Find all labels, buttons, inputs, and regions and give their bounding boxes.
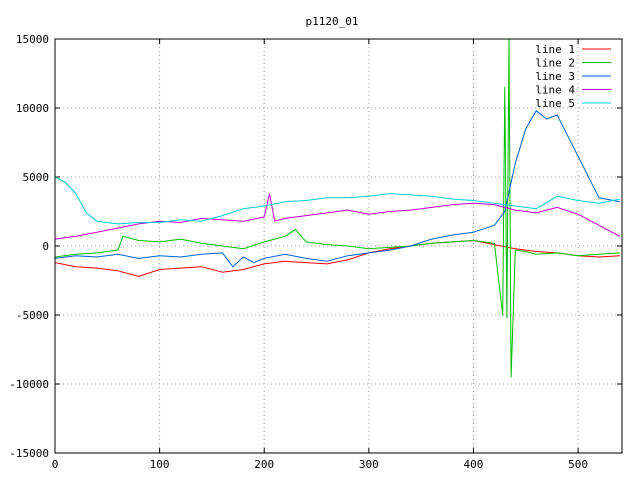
y-tick-label: 15000 [16, 33, 49, 46]
x-tick-label: 200 [254, 458, 274, 471]
legend-label-1: line 1 [535, 43, 575, 56]
legend-label-2: line 2 [535, 57, 575, 70]
legend-label-3: line 3 [535, 70, 575, 83]
x-tick-label: 0 [52, 458, 59, 471]
x-tick-label: 300 [359, 458, 379, 471]
series-line-4 [54, 193, 621, 240]
y-tick-label: 10000 [16, 102, 49, 115]
y-tick-label: -15000 [9, 447, 49, 460]
y-tick-label: -10000 [9, 378, 49, 391]
x-tick-label: 400 [464, 458, 484, 471]
series-line-1 [54, 240, 620, 277]
axis-tick-labels: 0 100 200 300 400 500 -15000 -10000 -5000 0 5000 10… [9, 33, 588, 471]
series-line-5 [54, 176, 620, 225]
legend-label-4: line 4 [535, 84, 575, 97]
series-group [54, 38, 621, 378]
chart-title: p1120_01 [306, 15, 359, 28]
x-tick-label: 100 [150, 458, 170, 471]
series-line-3 [54, 110, 620, 268]
y-tick-label: 0 [42, 240, 49, 253]
y-tick-label: 5000 [23, 171, 50, 184]
plot-frame [54, 38, 623, 454]
legend-label-5: line 5 [535, 97, 575, 110]
y-tick-label: -5000 [16, 309, 49, 322]
grid [55, 39, 622, 453]
series-line-2 [54, 38, 620, 378]
x-tick-label: 500 [568, 458, 588, 471]
